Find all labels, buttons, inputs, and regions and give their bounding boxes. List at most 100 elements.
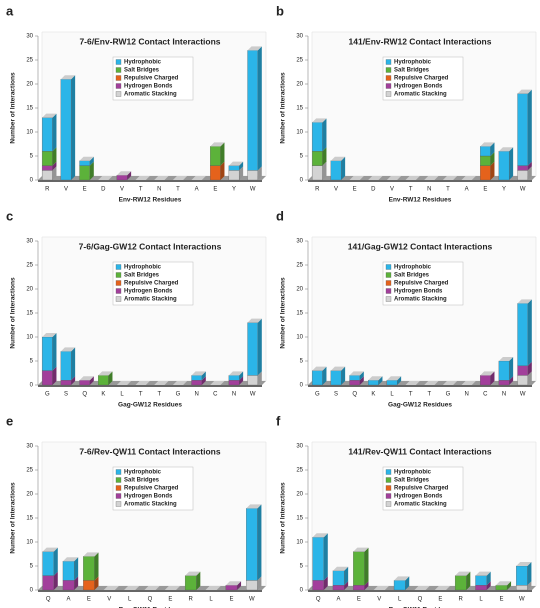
bar-top [498, 357, 514, 361]
bar-top [414, 586, 430, 590]
legend-label: Salt Bridges [394, 478, 430, 484]
legend-label: Hydrogen Bonds [124, 84, 173, 90]
bar-side [364, 581, 369, 590]
bar-top [517, 299, 532, 304]
bar-side [71, 347, 76, 381]
legend-swatch [115, 59, 122, 65]
bar-top [424, 381, 439, 385]
chart-title: 7-6/Env-RW12 Contact Interactions [79, 36, 220, 46]
y-tick-label: 30 [296, 34, 303, 40]
bar-segment [210, 165, 221, 181]
bar-side [486, 571, 491, 586]
bar-segment [42, 336, 53, 371]
bar-side [196, 571, 201, 590]
bar-side [466, 571, 471, 590]
bar-top [516, 562, 532, 566]
legend-box [112, 56, 194, 101]
x-tick-label: W [249, 597, 255, 603]
x-tick-label: R [45, 187, 50, 193]
bar-side [239, 376, 244, 385]
bar-segment [475, 585, 487, 591]
bar-side [201, 371, 206, 381]
bar-top [312, 118, 327, 123]
bar-segment [517, 375, 528, 386]
back-wall [41, 31, 267, 177]
x-axis-label: Env-RW12 Residues [119, 197, 182, 204]
y-tick-label: 10 [296, 540, 303, 546]
bar-side [490, 152, 495, 166]
bar-top [312, 366, 327, 371]
x-tick-label: N [232, 392, 236, 398]
bar-top [60, 75, 76, 80]
legend-swatch [115, 83, 122, 89]
bar-top [135, 176, 150, 180]
x-tick-label: Y [232, 187, 236, 193]
y-tick-label: 0 [30, 383, 34, 389]
bar-top [349, 371, 364, 376]
bar-top [312, 533, 328, 538]
bar-side [322, 161, 327, 180]
legend-label: Repulsive Charged [394, 486, 449, 492]
legend-swatch [115, 477, 122, 483]
bar-top [60, 347, 76, 352]
bar-top [394, 576, 410, 581]
bar-side [239, 166, 244, 180]
bar-side [323, 576, 328, 590]
bar-top [42, 113, 57, 118]
legend-label: Hydrophobic [394, 60, 432, 66]
bar-top [247, 46, 262, 51]
legend-swatch [115, 272, 122, 278]
bar-segment [498, 380, 510, 386]
bar-side [237, 581, 242, 590]
bar-segment [332, 585, 345, 591]
legend-swatch [115, 501, 122, 507]
y-tick-label: 15 [26, 311, 33, 317]
bar-segment [480, 146, 491, 157]
x-tick-label: N [427, 187, 431, 193]
bar-segment [349, 380, 360, 386]
bar-side [486, 581, 491, 590]
bar-top [368, 176, 383, 180]
bar-side [127, 171, 132, 180]
bar-segment [247, 170, 258, 181]
bar-side [74, 557, 79, 581]
y-tick-label: 20 [296, 82, 303, 88]
legend-swatch [385, 501, 392, 507]
x-tick-label: Q [316, 597, 321, 603]
y-tick-label: 25 [26, 468, 33, 474]
y-tick-label: 5 [30, 359, 34, 365]
x-tick-label: T [427, 392, 431, 398]
back-wall [311, 441, 537, 587]
bar-segment [495, 585, 508, 591]
y-tick-label: 30 [26, 444, 33, 450]
legend-label: Repulsive Charged [124, 486, 179, 492]
legend-box [382, 261, 464, 306]
bar-segment [83, 556, 95, 581]
legend-box [112, 261, 194, 306]
bar-top [154, 381, 169, 385]
y-tick-label: 5 [30, 564, 34, 570]
bar-top [368, 376, 383, 381]
y-tick-label: 25 [296, 468, 303, 474]
chart-title: 141/Gag-GW12 Contact Interactions [348, 241, 493, 251]
bar-segment [60, 79, 72, 181]
bar-side [89, 156, 94, 166]
bar-side [257, 576, 262, 590]
floor-edge [308, 590, 532, 592]
x-tick-label: D [101, 187, 106, 193]
bar-top [373, 586, 389, 590]
bar-top [79, 156, 94, 161]
x-tick-label: N [502, 392, 506, 398]
x-tick-label: E [438, 597, 442, 603]
chart-title: 7-6/Gag-GW12 Contact Interactions [79, 241, 222, 251]
x-tick-label: R [189, 597, 194, 603]
x-tick-label: L [128, 597, 132, 603]
x-tick-label: W [250, 187, 256, 193]
bar-segment [516, 585, 528, 591]
y-tick-label: 10 [296, 335, 303, 341]
bar-side [89, 376, 94, 385]
y-tick-label: 0 [30, 588, 34, 594]
legend-swatch [385, 493, 392, 499]
x-tick-label: D [371, 187, 376, 193]
